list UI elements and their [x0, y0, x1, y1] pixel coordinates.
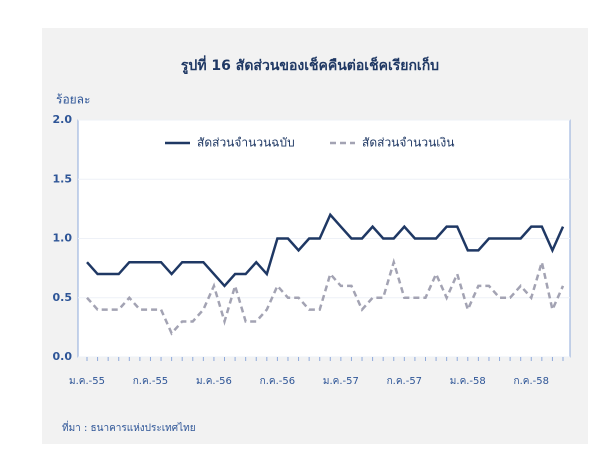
y-tick-label: 2.0	[53, 113, 73, 126]
x-tick-label: ม.ค.-57	[323, 376, 359, 387]
series-line	[86, 212, 565, 288]
x-tick-label: ม.ค.-58	[450, 376, 486, 387]
series-line	[86, 257, 565, 336]
x-tick-label: ก.ค.-58	[514, 376, 549, 387]
x-tick-label: ก.ค.-56	[260, 376, 295, 387]
chart-title: รูปที่ 16 สัดส่วนของเช็คคืนต่อเช็คเรียกเ…	[181, 55, 439, 74]
x-tick-label: ก.ค.-55	[133, 376, 168, 387]
legend-label: สัดส่วนจำนวนฉบับ	[197, 136, 295, 150]
y-tick-label: 0.5	[53, 291, 73, 304]
y-tick-label: 1.5	[53, 172, 73, 185]
y-tick-label: 1.0	[53, 232, 73, 245]
y-axis-label: ร้อยละ	[56, 93, 90, 107]
x-tick-label: ม.ค.-56	[196, 376, 232, 387]
x-tick-label: ม.ค.-55	[69, 376, 105, 387]
legend-label: สัดส่วนจำนวนเงิน	[362, 136, 454, 150]
x-tick-label: ก.ค.-57	[387, 376, 422, 387]
y-tick-label: 0.0	[53, 350, 73, 363]
source: ที่มา : ธนาคารแห่งประเทศไทย	[62, 420, 196, 434]
